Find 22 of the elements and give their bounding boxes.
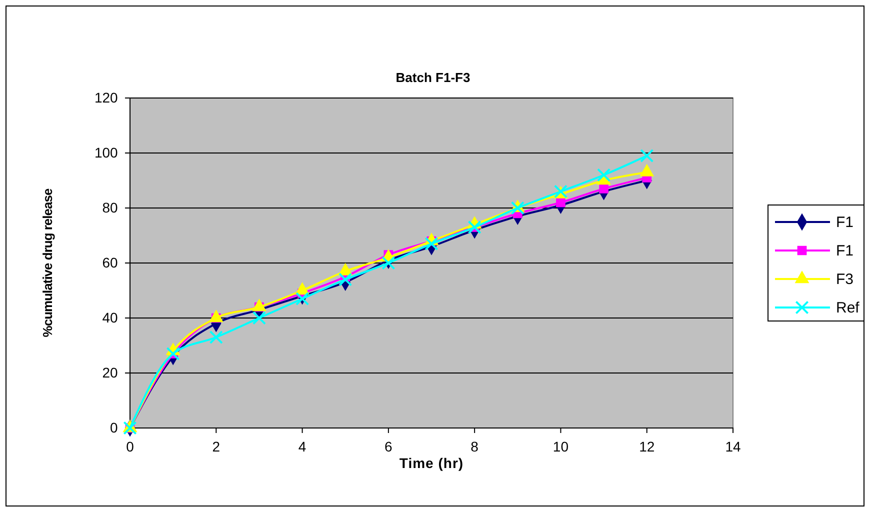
y-tick-label: 120 <box>94 89 118 106</box>
x-tick-label: 6 <box>384 438 393 454</box>
y-tick-label: 80 <box>102 199 118 216</box>
x-axis-title: Time (hr) <box>399 455 464 471</box>
x-tick-label: 14 <box>725 438 741 454</box>
chart-title: Batch F1-F3 <box>396 70 470 85</box>
x-tick-label: 4 <box>298 438 306 454</box>
x-tick-label: 10 <box>552 438 569 454</box>
y-tick-label: 20 <box>102 364 118 380</box>
x-tick-label: 8 <box>470 438 479 454</box>
y-tick-label: 0 <box>110 419 118 436</box>
y-tick-label: 100 <box>94 144 118 160</box>
y-axis-title: %cumulative drug release <box>40 188 55 338</box>
x-tick-label: 0 <box>126 438 134 454</box>
x-tick-label: 2 <box>212 438 220 454</box>
x-tick-label: 12 <box>639 438 655 454</box>
legend-label: F3 <box>836 271 854 288</box>
y-tick-label: 40 <box>102 309 118 326</box>
legend-label: Ref <box>836 300 860 316</box>
legend-label: F1 <box>836 214 854 231</box>
legend-label: F1 <box>836 242 854 260</box>
y-tick-label: 60 <box>102 254 118 270</box>
